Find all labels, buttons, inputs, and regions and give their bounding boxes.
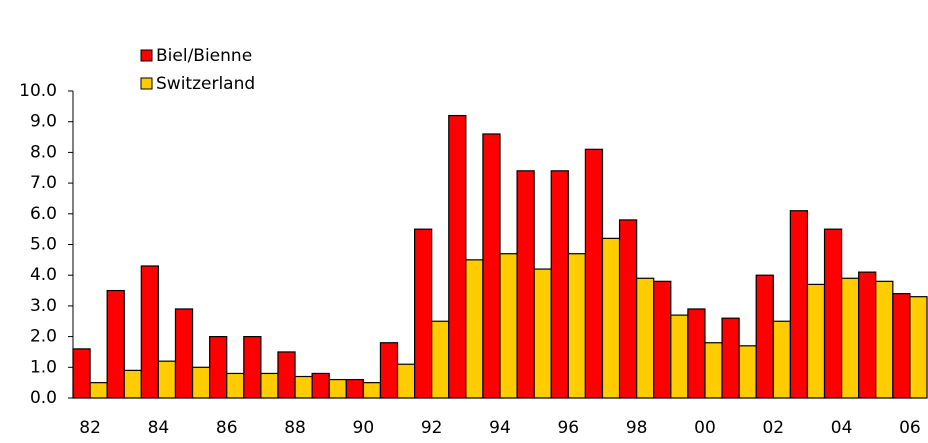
bar <box>704 342 723 399</box>
x-tick-label: 92 <box>421 418 443 438</box>
bar <box>157 360 177 399</box>
bar <box>311 372 330 399</box>
bar <box>875 280 894 399</box>
y-tick-label: 2.0 <box>30 327 57 347</box>
bar <box>226 372 245 399</box>
bar <box>243 336 262 399</box>
bar <box>379 342 399 399</box>
x-tick-label: 02 <box>762 418 784 438</box>
bar <box>618 219 638 399</box>
bar <box>738 345 757 399</box>
bar <box>533 268 552 399</box>
x-tick-label: 04 <box>831 418 853 438</box>
legend-label: Biel/Bienne <box>156 46 252 66</box>
bar <box>892 293 911 399</box>
bar <box>89 382 108 399</box>
bar <box>721 317 740 399</box>
y-tick-label: 6.0 <box>30 204 57 224</box>
bar <box>772 320 791 399</box>
y-tick-label: 7.0 <box>30 173 57 193</box>
bar <box>106 289 125 399</box>
bar <box>174 308 194 399</box>
x-tick-label: 98 <box>626 418 648 438</box>
legend-swatch <box>140 77 153 90</box>
bar <box>294 375 313 399</box>
x-tick-label: 96 <box>557 418 579 438</box>
bar <box>123 369 142 399</box>
bar <box>448 114 467 399</box>
bar <box>601 237 621 399</box>
bar <box>858 271 877 399</box>
x-tick-label: 90 <box>353 418 375 438</box>
bar <box>431 320 450 399</box>
x-tick-label: 00 <box>694 418 716 438</box>
legend-label: Switzerland <box>156 74 255 94</box>
bar <box>823 228 843 399</box>
bar <box>191 366 211 399</box>
x-tick-label: 88 <box>284 418 306 438</box>
bar <box>140 265 160 399</box>
x-tick-label: 06 <box>899 418 921 438</box>
x-tick-label: 94 <box>489 418 511 438</box>
bar <box>260 372 279 399</box>
bar <box>806 283 826 399</box>
bar <box>516 170 535 399</box>
bar <box>789 210 809 399</box>
legend-swatch <box>140 49 153 62</box>
bar <box>209 336 228 399</box>
bar <box>414 228 433 399</box>
bar <box>636 277 655 399</box>
y-tick-label: 9.0 <box>30 112 57 132</box>
x-tick-label: 82 <box>79 418 101 438</box>
y-tick-label: 1.0 <box>30 357 57 377</box>
bar <box>584 148 604 399</box>
y-tick-label: 0.0 <box>30 388 57 408</box>
bar <box>670 314 689 399</box>
y-tick-label: 3.0 <box>30 296 57 316</box>
bar <box>328 378 347 399</box>
bar <box>567 253 587 399</box>
y-tick-label: 5.0 <box>30 235 57 255</box>
y-tick-label: 10.0 <box>19 81 57 101</box>
bar <box>396 363 416 399</box>
bar <box>482 133 501 399</box>
bar <box>72 348 91 399</box>
bar <box>499 253 518 399</box>
bar <box>465 259 484 399</box>
bar <box>755 274 774 399</box>
bar <box>362 382 382 399</box>
bar <box>653 280 672 399</box>
x-tick-label: 84 <box>148 418 170 438</box>
bar <box>550 170 569 399</box>
bar <box>687 308 706 399</box>
y-tick-label: 4.0 <box>30 265 57 285</box>
x-tick-label: 86 <box>216 418 238 438</box>
bar <box>909 296 928 399</box>
bar <box>345 378 364 399</box>
bar <box>277 351 296 399</box>
bar <box>840 277 860 399</box>
y-tick-label: 8.0 <box>30 142 57 162</box>
